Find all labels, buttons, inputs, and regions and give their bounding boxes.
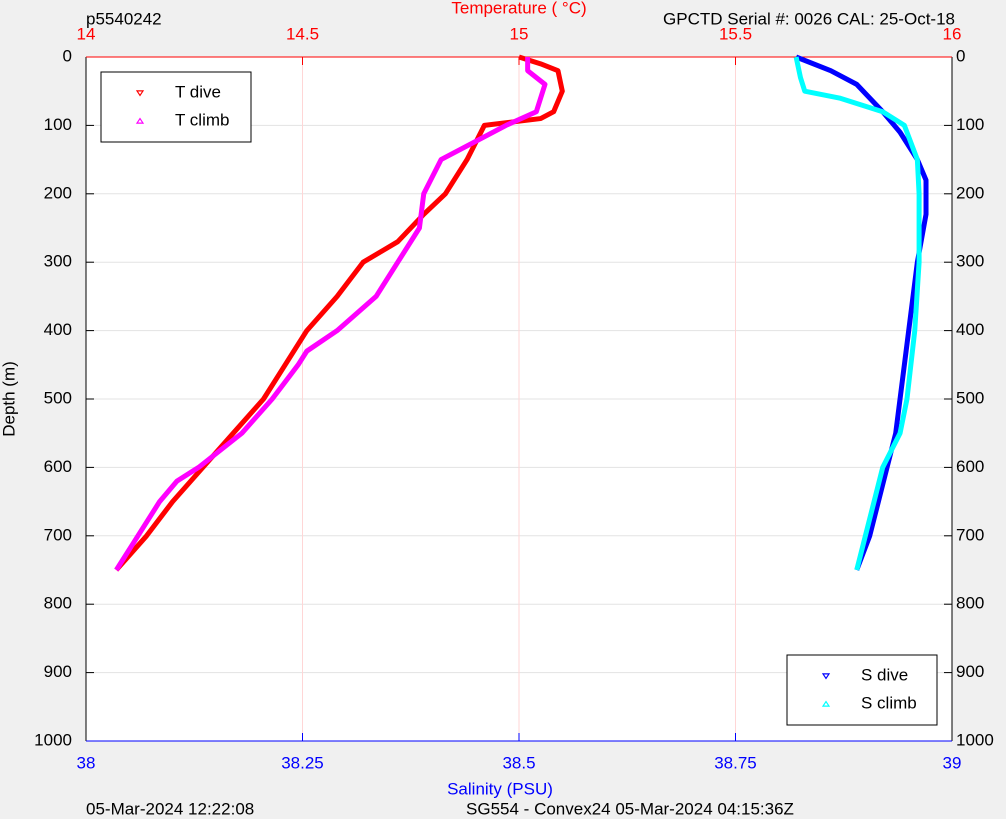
x2-axis-label: Temperature ( °C) [451, 0, 586, 17]
y-axis-label: Depth (m) [0, 361, 18, 437]
y-tick-label: 600 [44, 457, 72, 476]
x2-tick-label: 15 [510, 24, 529, 43]
y2-tick-label: 400 [956, 320, 984, 339]
x-tick-label: 38.25 [281, 753, 324, 772]
y-tick-label: 900 [44, 662, 72, 681]
y-tick-label: 0 [63, 46, 72, 65]
legend-marker [135, 117, 145, 124]
y2-tick-label: 900 [956, 662, 984, 681]
y-tick-label: 300 [44, 252, 72, 271]
data-line [114, 57, 548, 572]
x2-tick-label: 14.5 [286, 24, 319, 43]
x2-tick-label: 16 [943, 24, 962, 43]
y2-tick-label: 1000 [956, 730, 994, 749]
footer-left: 05-Mar-2024 12:22:08 [86, 799, 254, 818]
x2-tick-label: 15.5 [719, 24, 752, 43]
y2-tick-label: 700 [956, 525, 984, 544]
title-left: p5540242 [86, 9, 162, 28]
y2-tick-label: 500 [956, 388, 984, 407]
y-tick-label: 1000 [34, 730, 72, 749]
y2-tick-label: 600 [956, 457, 984, 476]
legend-marker [821, 673, 831, 680]
y2-tick-label: 0 [956, 46, 965, 65]
y2-tick-label: 200 [956, 183, 984, 202]
footer-center: SG554 - Convex24 05-Mar-2024 04:15:36Z [466, 799, 794, 818]
y2-tick-label: 800 [956, 594, 984, 613]
legend-box [100, 71, 252, 143]
legend-label: T climb [175, 110, 229, 129]
x2-tick-label: 14 [77, 24, 96, 43]
legend-label: S climb [861, 693, 917, 712]
y-tick-label: 200 [44, 183, 72, 202]
y-tick-label: 800 [44, 594, 72, 613]
data-line [795, 54, 929, 571]
y-tick-label: 500 [44, 388, 72, 407]
x-tick-label: 38.5 [502, 753, 535, 772]
x-tick-label: 38 [77, 753, 96, 772]
y-tick-label: 100 [44, 115, 72, 134]
x-tick-label: 39 [943, 753, 962, 772]
x-axis-label: Salinity (PSU) [447, 779, 553, 798]
title-right: GPCTD Serial #: 0026 CAL: 25-Oct-18 [663, 9, 955, 28]
legend-marker [135, 90, 145, 97]
y2-tick-label: 100 [956, 115, 984, 134]
x-tick-label: 38.75 [714, 753, 757, 772]
y-tick-label: 400 [44, 320, 72, 339]
data-line [793, 56, 922, 571]
legend-label: S dive [861, 665, 908, 684]
y2-tick-label: 300 [956, 252, 984, 271]
legend-label: T dive [175, 82, 221, 101]
legend-marker [821, 700, 831, 707]
legend-box [786, 654, 938, 726]
y-tick-label: 700 [44, 525, 72, 544]
